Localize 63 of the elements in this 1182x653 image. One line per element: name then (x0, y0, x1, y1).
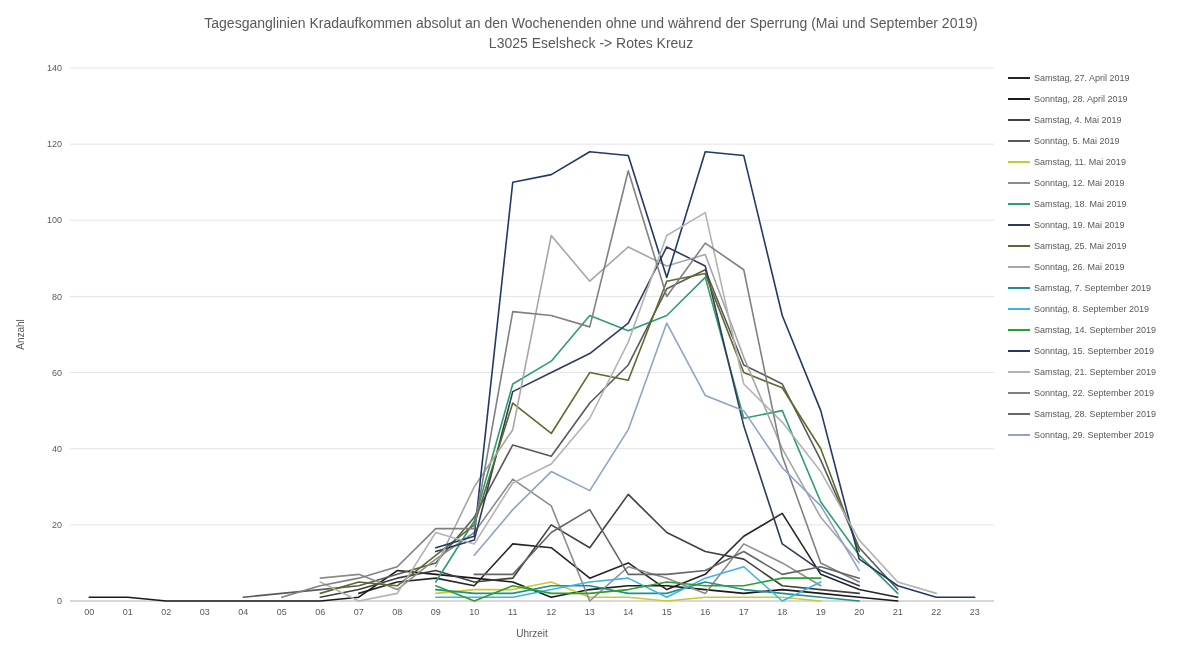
y-tick-label: 60 (51, 367, 62, 378)
legend-label: Samstag, 4. Mai 2019 (1034, 115, 1122, 126)
legend-label: Sonntag, 12. Mai 2019 (1034, 178, 1125, 189)
y-tick-label: 40 (51, 443, 62, 454)
x-tick-label: 13 (584, 607, 595, 617)
y-tick-label: 100 (46, 215, 62, 226)
line-series (434, 150, 976, 598)
legend-label: Sonntag, 29. September 2019 (1034, 430, 1155, 441)
x-tick-label: 01 (122, 607, 133, 617)
line-series (319, 493, 861, 598)
line-series (434, 276, 899, 595)
y-tick-label: 80 (51, 291, 62, 302)
legend-label: Samstag, 25. Mai 2019 (1034, 241, 1127, 252)
x-tick-label: 00 (84, 607, 95, 617)
y-tick-label: 0 (56, 596, 62, 607)
y-tick-label: 20 (51, 520, 62, 531)
legend-label: Samstag, 28. September 2019 (1034, 409, 1157, 420)
line-series (242, 268, 899, 598)
legend-label: Samstag, 11. Mai 2019 (1034, 157, 1126, 168)
x-tick-label: 18 (777, 607, 788, 617)
chart-title: Tagesganglinien Kradaufkommen absolut an den Wochenenden ohne und während der Sperrung (Mai und September 2019) (204, 15, 978, 31)
legend-label: Sonntag, 8. September 2019 (1034, 304, 1150, 315)
legend-label: Samstag, 21. September 2019 (1034, 367, 1157, 378)
x-tick-label: 02 (161, 607, 172, 617)
x-axis-title: Uhrzeit (516, 628, 549, 639)
x-tick-label: 16 (700, 607, 711, 617)
x-tick-label: 11 (508, 607, 518, 617)
x-tick-label: 21 (892, 607, 903, 617)
x-tick-label: 12 (546, 607, 557, 617)
legend-label: Samstag, 7. September 2019 (1034, 283, 1152, 294)
x-tick-label: 15 (661, 607, 672, 617)
legend-label: Sonntag, 26. Mai 2019 (1034, 262, 1125, 273)
x-tick-label: 10 (469, 607, 480, 617)
legend-label: Samstag, 27. April 2019 (1034, 73, 1130, 84)
x-tick-label: 20 (854, 607, 865, 617)
x-tick-label: 08 (392, 607, 403, 617)
y-axis-title: Anzahl (15, 319, 26, 350)
y-tick-label: 120 (46, 139, 62, 150)
line-series (434, 565, 822, 602)
x-tick-label: 03 (199, 607, 210, 617)
y-tick-label: 140 (46, 63, 62, 74)
legend-label: Samstag, 18. Mai 2019 (1034, 199, 1127, 210)
line-series (319, 272, 861, 595)
x-tick-label: 23 (969, 607, 980, 617)
legend-label: Sonntag, 22. September 2019 (1034, 388, 1155, 399)
x-tick-label: 14 (623, 607, 634, 617)
x-tick-label: 06 (315, 607, 326, 617)
legend-label: Samstag, 14. September 2019 (1034, 325, 1157, 336)
x-tick-label: 05 (276, 607, 287, 617)
line-series (473, 322, 861, 572)
line-series (473, 508, 861, 579)
x-tick-label: 19 (815, 607, 826, 617)
x-tick-label: 04 (238, 607, 249, 617)
x-tick-label: 22 (931, 607, 942, 617)
legend-label: Sonntag, 15. September 2019 (1034, 346, 1155, 357)
line-series (280, 169, 861, 598)
chart-subtitle: L3025 Eselsheck -> Rotes Kreuz (488, 35, 694, 51)
legend-label: Sonntag, 5. Mai 2019 (1034, 136, 1120, 147)
legend-label: Sonntag, 19. Mai 2019 (1034, 220, 1125, 231)
x-tick-label: 07 (353, 607, 364, 617)
x-tick-label: 09 (430, 607, 441, 617)
legend-label: Sonntag, 28. April 2019 (1034, 94, 1128, 105)
x-tick-label: 17 (738, 607, 749, 617)
